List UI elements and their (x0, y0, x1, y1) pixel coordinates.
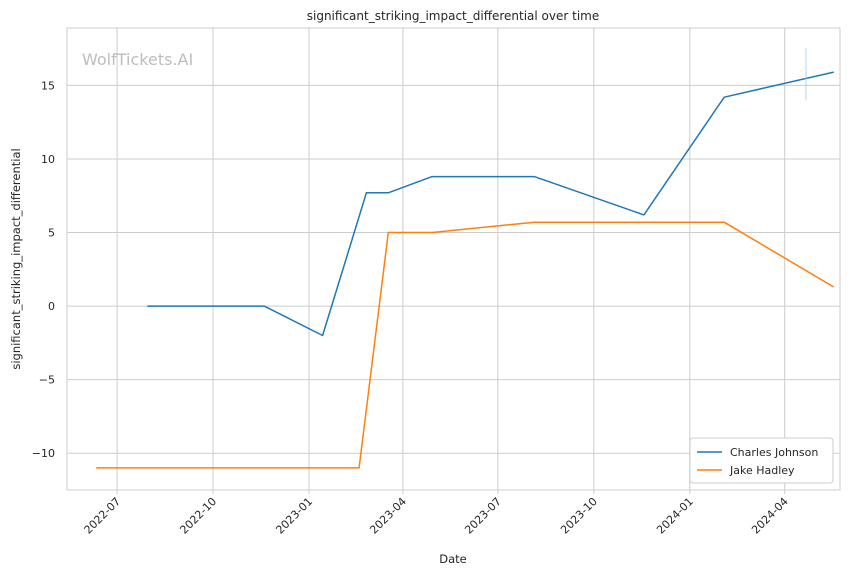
grid-lines (67, 28, 840, 490)
series-lines (96, 71, 835, 469)
x-tick-label: 2024-01 (654, 495, 696, 537)
series-line-charles-johnson (147, 71, 834, 337)
legend: Charles Johnson Jake Hadley (689, 437, 834, 484)
x-tick-label: 2022-10 (177, 495, 219, 537)
x-tick-label: 2024-04 (749, 495, 791, 537)
legend-label-charles-johnson: Charles Johnson (730, 446, 818, 459)
watermark: WolfTickets.AI (82, 50, 193, 69)
y-tick-label: 10 (41, 153, 55, 166)
plot-area (66, 27, 841, 491)
y-tick-label: −10 (32, 447, 55, 460)
x-axis-title: Date (439, 552, 467, 566)
legend-label-jake-hadley: Jake Hadley (729, 464, 795, 477)
y-tick-label: 5 (48, 227, 55, 240)
y-tick-label: −5 (39, 374, 55, 387)
x-tick-labels: 2022-07 2022-10 2023-01 2023-04 2023-07 2023-… (81, 490, 791, 537)
legend-box (689, 437, 834, 484)
y-tick-label: 15 (41, 79, 55, 92)
y-tick-labels: −10 −5 0 5 10 15 (32, 79, 55, 460)
chart-title: significant_striking_impact_differential… (307, 9, 599, 23)
series-line-jake-hadley (96, 221, 835, 469)
y-tick-label: 0 (48, 300, 55, 313)
x-tick-label: 2022-07 (81, 495, 123, 537)
x-tick-label: 2023-01 (273, 495, 315, 537)
x-tick-label: 2023-07 (462, 495, 504, 537)
y-axis-title: significant_striking_impact_differential (9, 148, 23, 369)
x-tick-label: 2023-04 (367, 495, 409, 537)
x-tick-label: 2023-10 (558, 495, 600, 537)
